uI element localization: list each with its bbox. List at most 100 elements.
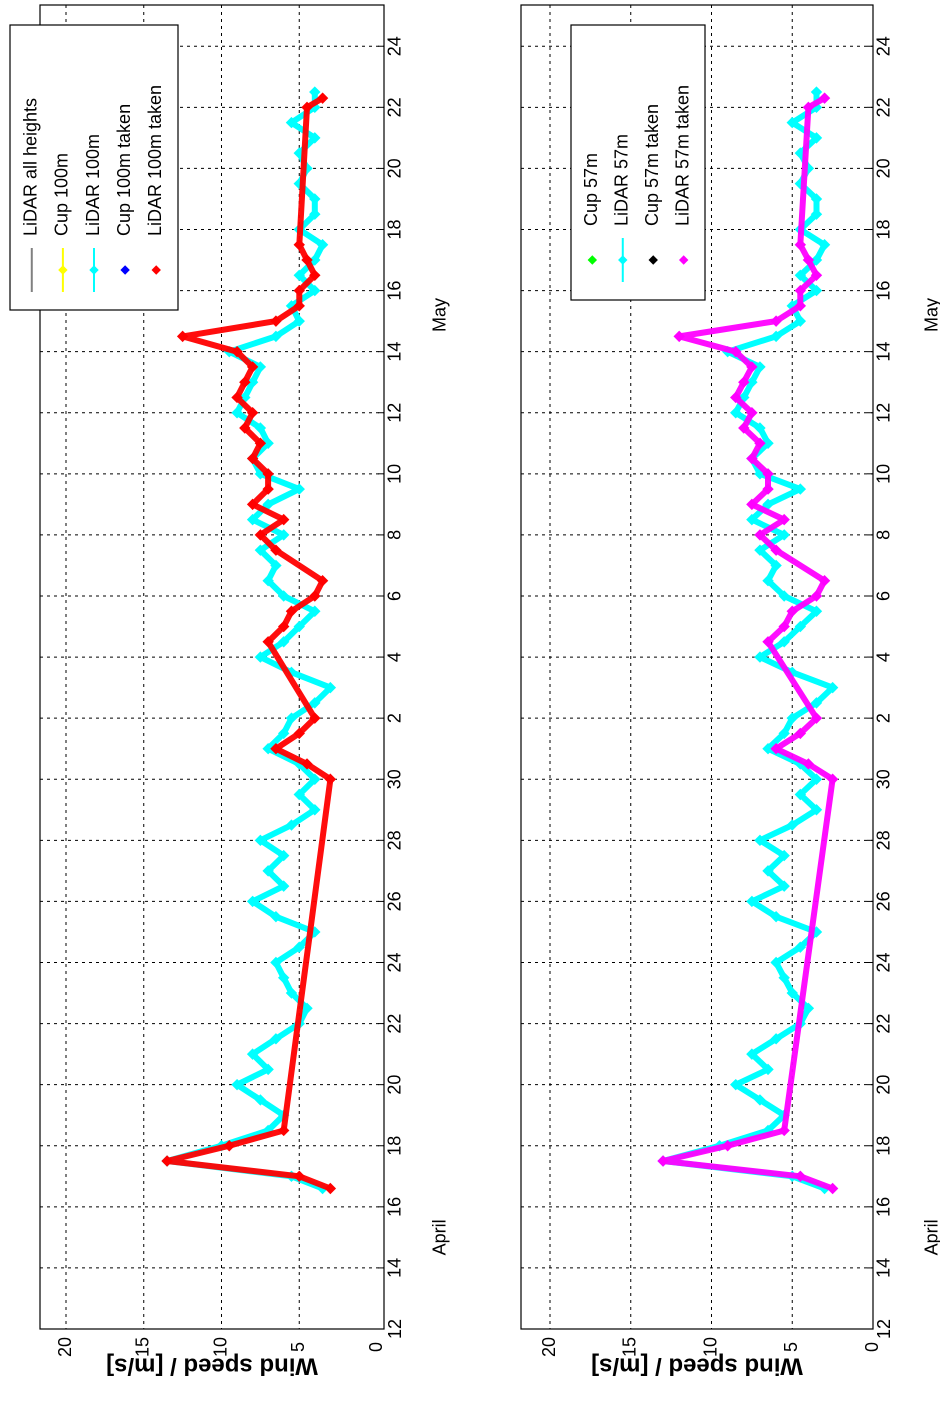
data-point (730, 407, 742, 419)
month-label: May (430, 298, 450, 332)
y-tick-label: 20 (539, 1337, 559, 1357)
data-point (270, 910, 282, 923)
data-point (277, 727, 290, 740)
data-point (673, 330, 685, 343)
data-point (231, 391, 243, 404)
data-point (176, 330, 189, 343)
data-point (293, 483, 305, 495)
data-point (794, 620, 807, 633)
x-tick-label: 20 (874, 158, 894, 178)
data-point (810, 284, 823, 297)
x-tick-label: 24 (874, 36, 894, 56)
x-tick-label: 30 (385, 769, 405, 789)
chart-panel-top: 1214161820222426283024681012141618202224… (9, 4, 450, 1380)
data-point (810, 208, 823, 220)
y-tick-label: 0 (862, 1342, 882, 1352)
data-point (754, 529, 766, 541)
series-line (660, 95, 836, 1192)
data-point (309, 712, 321, 724)
x-tick-label: 16 (385, 1197, 405, 1217)
month-label: April (430, 1219, 450, 1255)
data-point (246, 1048, 259, 1060)
data-point (254, 361, 267, 373)
data-point (277, 1124, 290, 1137)
data-point (309, 773, 321, 785)
data-point (802, 758, 815, 770)
data-point (762, 742, 774, 755)
data-point (786, 116, 798, 129)
data-point (254, 529, 267, 541)
legend-label: Cup 100m taken (114, 104, 134, 236)
data-point (794, 300, 807, 312)
data-point (730, 1078, 742, 1091)
x-tick-label: 18 (874, 1136, 894, 1156)
data-point (810, 697, 823, 709)
x-tick-label: 16 (874, 1197, 894, 1217)
data-point (746, 1048, 758, 1060)
data-point (231, 407, 243, 419)
legend: Cup 57m LiDAR 57m Cup 57m taken LiDAR 57m t… (570, 24, 706, 301)
data-point (754, 651, 766, 663)
legend-marker (678, 255, 689, 265)
data-point (730, 345, 742, 358)
data-point (231, 345, 243, 358)
data-point (786, 987, 798, 999)
data-point (309, 86, 321, 98)
data-point (293, 284, 305, 297)
legend-box (570, 24, 706, 301)
x-tick-label: 16 (874, 281, 894, 301)
data-point (223, 1140, 235, 1152)
data-point (786, 712, 798, 724)
data-point (826, 681, 839, 694)
data-point (309, 269, 321, 282)
data-point (770, 330, 782, 343)
data-point (309, 590, 321, 602)
data-point (778, 727, 790, 740)
data-point (309, 697, 321, 709)
data-point (794, 788, 807, 801)
legend-label: LiDAR 57m taken (672, 85, 692, 226)
data-point (277, 849, 290, 862)
data-point (818, 92, 831, 104)
data-point (778, 513, 790, 526)
data-point (762, 865, 774, 877)
legend-marker (89, 265, 99, 275)
month-label: May (922, 298, 940, 332)
data-point (778, 972, 790, 984)
data-point (246, 895, 259, 908)
data-point (254, 1094, 267, 1106)
data-point (270, 544, 282, 556)
data-point (810, 193, 823, 205)
data-point (270, 330, 282, 343)
data-point (786, 605, 798, 617)
legend-marker (618, 255, 628, 265)
data-point (802, 1002, 815, 1015)
data-point (254, 544, 267, 556)
data-point (754, 437, 766, 449)
x-tick-label: 12 (874, 403, 894, 423)
data-point (309, 132, 321, 144)
data-point (254, 422, 267, 434)
x-tick-label: 26 (874, 891, 894, 911)
data-point (778, 590, 790, 602)
data-point (762, 437, 774, 449)
legend-label: LiDAR 57m (612, 134, 632, 226)
x-tick-label: 24 (385, 952, 405, 972)
data-point (309, 284, 321, 297)
x-tick-label: 4 (874, 652, 894, 662)
legend-label: Cup 57m taken (642, 104, 662, 226)
data-point (309, 605, 321, 617)
data-point (309, 193, 321, 205)
x-tick-label: 20 (874, 1075, 894, 1095)
legend-marker (58, 265, 68, 275)
x-tick-label: 6 (385, 591, 405, 601)
data-point (730, 391, 742, 404)
data-point (810, 773, 823, 785)
data-point (254, 437, 267, 449)
data-point (770, 742, 782, 755)
y-axis-label: Wind speed / [m/s] (591, 1353, 803, 1380)
data-point (246, 361, 259, 373)
y-tick-label: 0 (366, 1342, 386, 1352)
series-lidar-57m-taken (657, 92, 839, 1195)
